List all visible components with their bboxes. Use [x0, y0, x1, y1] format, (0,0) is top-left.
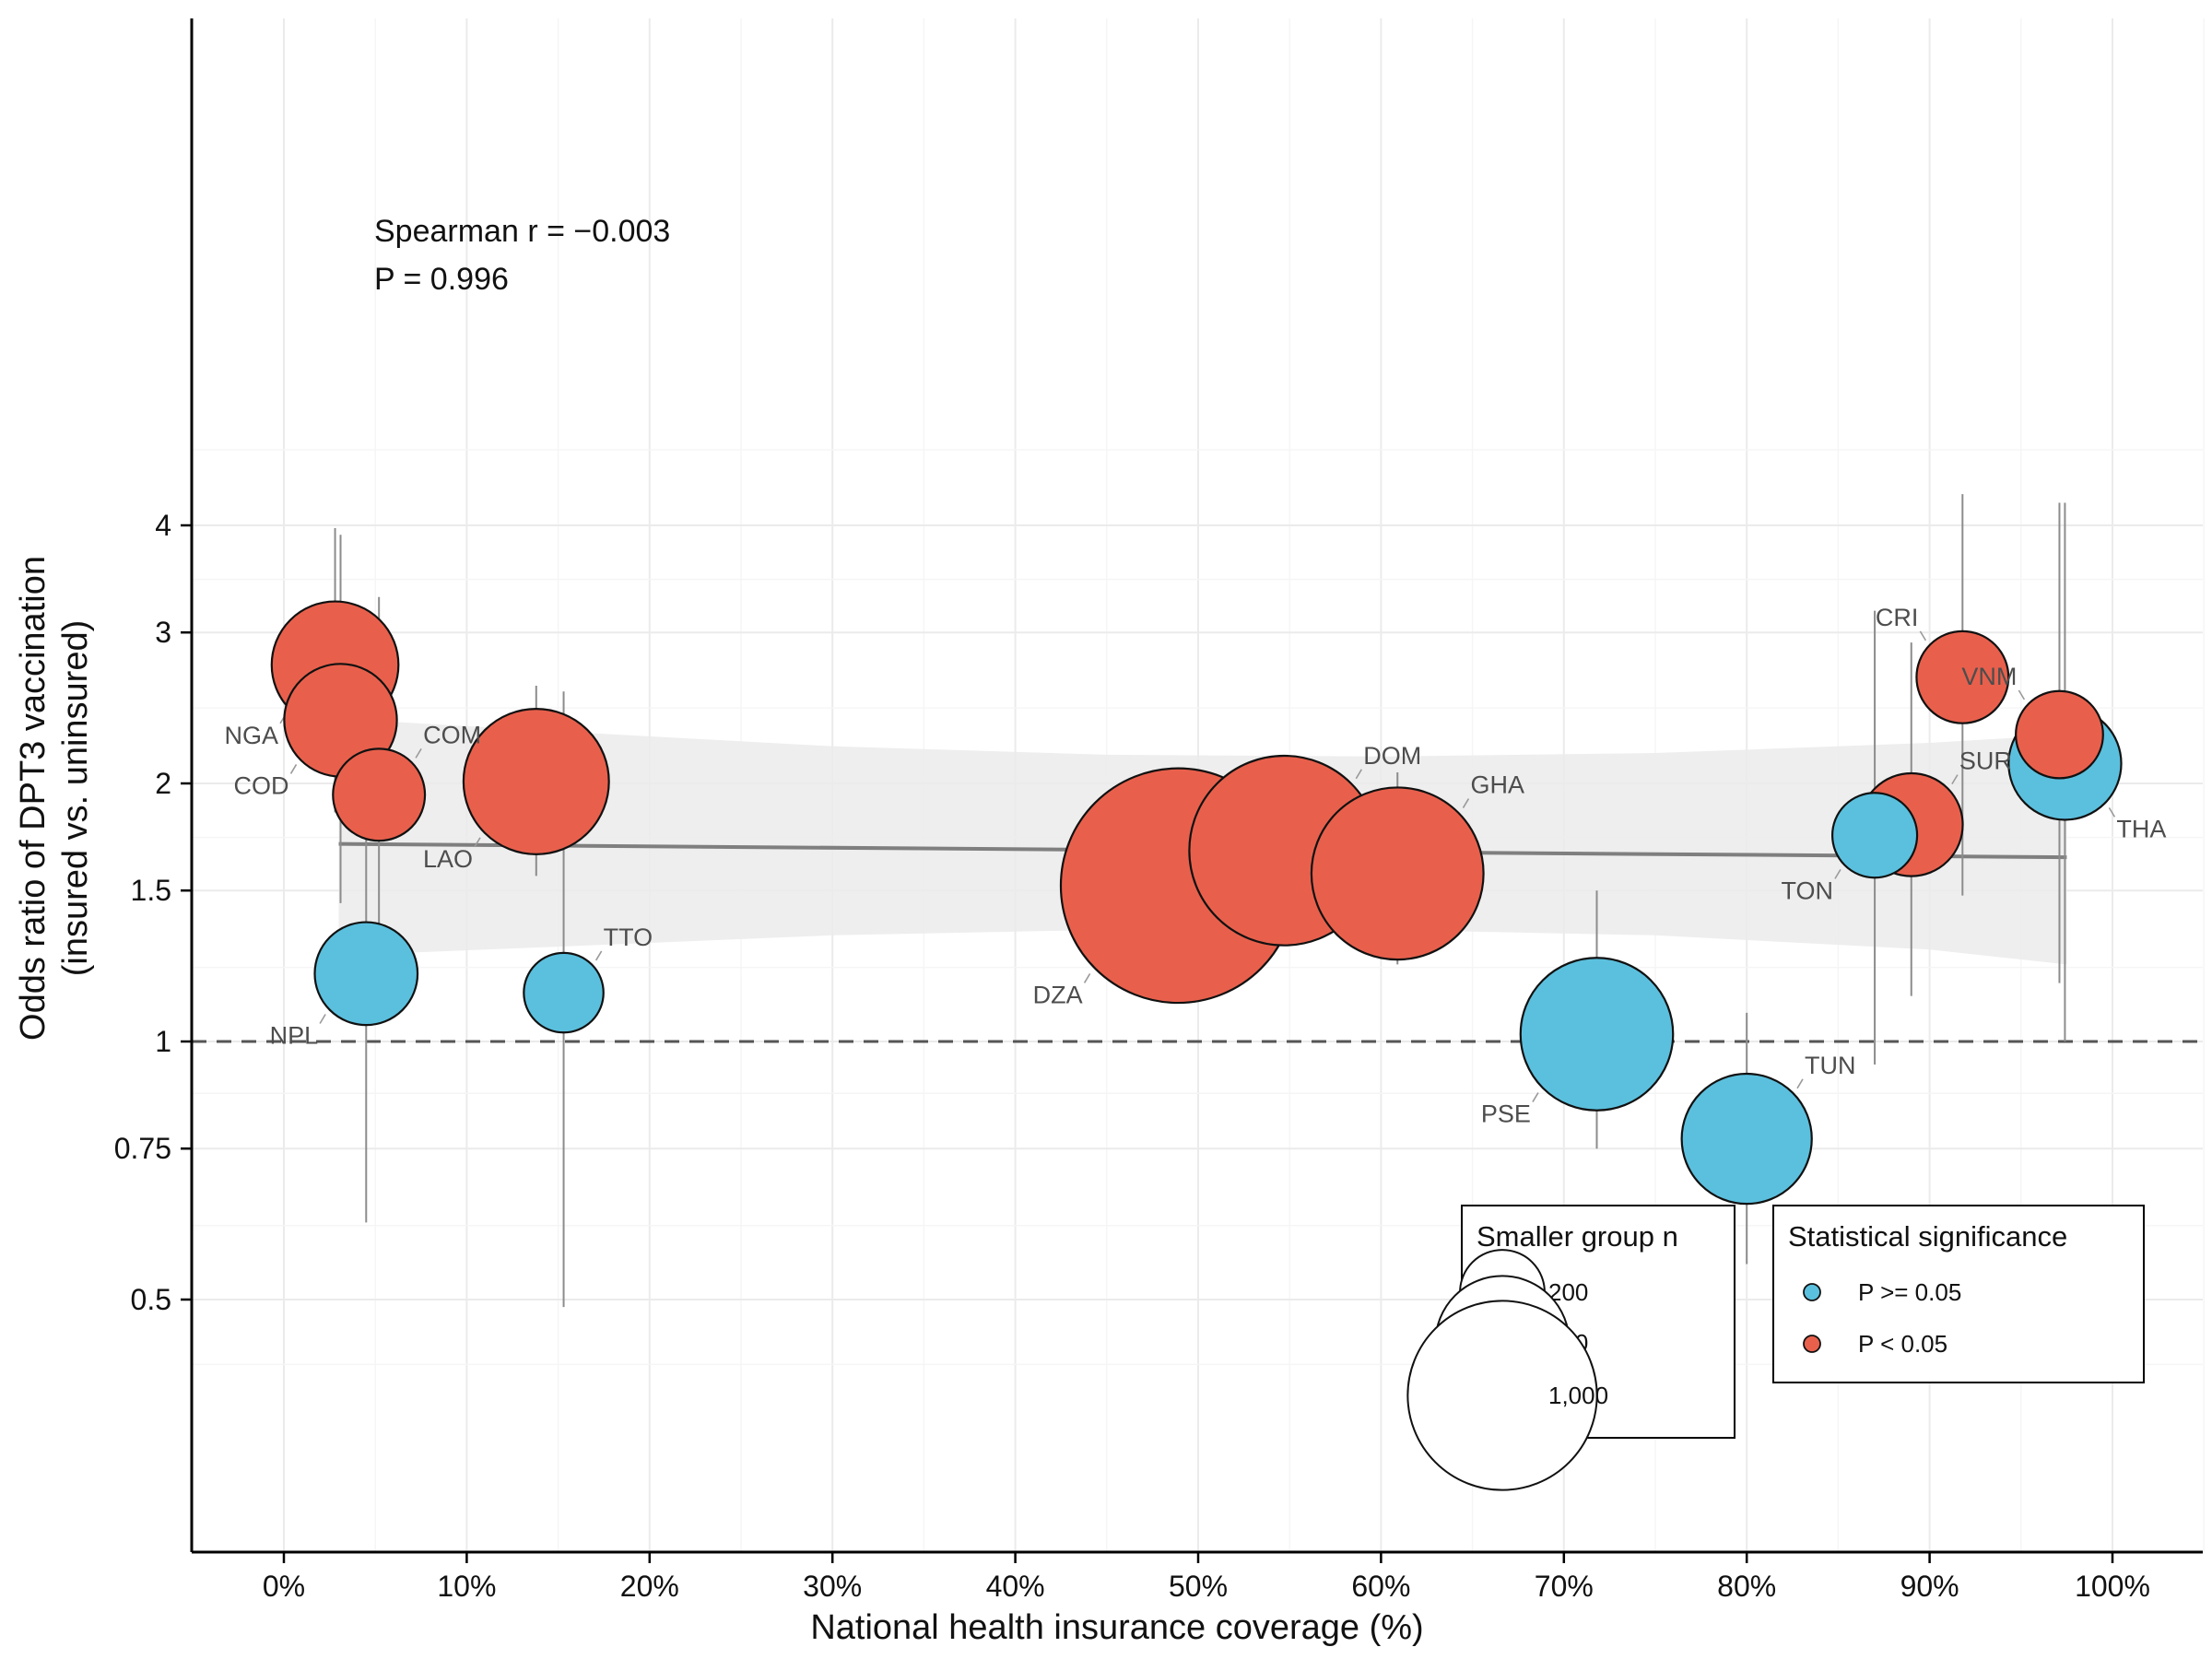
- color-legend-title: Statistical significance: [1788, 1220, 2067, 1253]
- x-tick-label: 50%: [1169, 1570, 1228, 1603]
- color-legend-swatch: [1803, 1283, 1821, 1301]
- y-tick-label: 1: [155, 1025, 171, 1058]
- point-label-nga: NGA: [225, 722, 279, 749]
- leader-line-sur: [1951, 774, 1959, 785]
- point-label-ton: TON: [1781, 877, 1833, 904]
- size-legend-title: Smaller group n: [1477, 1220, 1678, 1253]
- point-label-lao: LAO: [423, 845, 473, 873]
- y-tick-label: 0.5: [131, 1283, 171, 1316]
- y-tick-label: 1.5: [131, 874, 171, 907]
- color-legend-items: P >= 0.05 P < 0.05: [1803, 1278, 1961, 1358]
- color-legend-box: [1772, 1205, 2145, 1383]
- point-label-vnm: VNM: [1961, 663, 2017, 690]
- point-label-tto: TTO: [604, 924, 653, 951]
- leader-line-com: [415, 747, 422, 759]
- y-axis-title-line1: Odds ratio of DPT3 vaccination: [14, 556, 53, 1041]
- x-tick-label: 80%: [1717, 1570, 1776, 1603]
- y-tick-label: 4: [155, 509, 171, 542]
- leader-line-cod: [289, 764, 298, 774]
- point-pse: [1519, 957, 1675, 1112]
- point-label-cod: COD: [234, 771, 289, 799]
- leader-line-npl: [319, 1014, 326, 1024]
- leader-line-lao: [474, 837, 481, 848]
- point-cri: [1915, 629, 2010, 724]
- leader-line-tto: [594, 950, 603, 961]
- point-label-tha: THA: [2116, 815, 2166, 842]
- x-tick-label: 40%: [986, 1570, 1045, 1603]
- y-axis-title: Odds ratio of DPT3 vaccination (insured …: [14, 556, 95, 1041]
- point-label-cri: CRI: [1876, 604, 1919, 631]
- leader-line-vnm: [2018, 689, 2026, 700]
- size-legend: Smaller group n 2005001,000: [1406, 1205, 1735, 1491]
- point-label-gha: GHA: [1470, 771, 1524, 799]
- leader-line-gha: [1462, 798, 1470, 808]
- point-gha: [1310, 786, 1485, 961]
- point-label-dza: DZA: [1033, 981, 1083, 1008]
- label-leader-lines: [279, 630, 2116, 1102]
- y-tick-label: 2: [155, 767, 171, 800]
- size-legend-label: 1,000: [1548, 1382, 1608, 1409]
- point-com: [332, 747, 427, 842]
- point-npl: [313, 921, 419, 1027]
- spearman-annotation: Spearman r = −0.003: [374, 214, 670, 249]
- point-label-com: COM: [423, 721, 481, 748]
- x-tick-label: 20%: [620, 1570, 679, 1603]
- color-legend: Statistical significance P >= 0.05 P < 0.…: [1772, 1205, 2145, 1383]
- size-legend-items: 2005001,000: [1406, 1249, 1608, 1491]
- leader-line-ton: [1834, 868, 1841, 879]
- leader-line-dza: [1083, 973, 1091, 983]
- p-value-annotation: P = 0.996: [374, 262, 509, 297]
- leader-line-tha: [2108, 806, 2116, 818]
- point-vnm: [2015, 689, 2104, 780]
- point-tto: [523, 951, 605, 1034]
- x-tick-label: 60%: [1351, 1570, 1410, 1603]
- axes: 0% 10% 20% 30% 40% 50% 60% 70% 80% 90% 100% 0.5 0.75…: [114, 18, 2203, 1603]
- leader-line-pse: [1532, 1092, 1539, 1102]
- leader-line-dom: [1355, 769, 1362, 780]
- point-labels: NGA COD COM NPL LAO TTO DZA DOM GHA PSE TUN TON SUR C…: [225, 604, 2167, 1128]
- x-tick-label: 100%: [2075, 1570, 2150, 1603]
- y-tick-label: 0.75: [114, 1132, 171, 1165]
- point-tun: [1680, 1072, 1813, 1206]
- x-tick-label: 70%: [1535, 1570, 1594, 1603]
- size-legend-circle: [1406, 1300, 1598, 1491]
- point-label-dom: DOM: [1363, 742, 1421, 770]
- x-tick-label: 0%: [263, 1570, 305, 1603]
- x-axis-title: National health insurance coverage (%): [810, 1608, 1423, 1647]
- point-ton: [1830, 792, 1919, 879]
- x-tick-label: 10%: [437, 1570, 496, 1603]
- color-legend-swatch: [1803, 1335, 1821, 1353]
- leader-line-cri: [1919, 630, 1927, 641]
- point-label-npl: NPL: [270, 1022, 319, 1050]
- y-tick-label: 3: [155, 616, 171, 649]
- point-lao: [462, 707, 610, 855]
- color-legend-label: P < 0.05: [1858, 1330, 1947, 1358]
- point-label-tun: TUN: [1805, 1052, 1856, 1079]
- color-legend-label: P >= 0.05: [1858, 1278, 1961, 1306]
- point-label-sur: SUR: [1959, 747, 2012, 775]
- leader-line-tun: [1796, 1078, 1804, 1089]
- y-axis-title-line2: (insured vs. uninsured): [56, 620, 95, 977]
- x-tick-label: 30%: [803, 1570, 862, 1603]
- data-points: [270, 600, 2123, 1206]
- point-label-pse: PSE: [1481, 1100, 1531, 1128]
- x-tick-label: 90%: [1900, 1570, 1959, 1603]
